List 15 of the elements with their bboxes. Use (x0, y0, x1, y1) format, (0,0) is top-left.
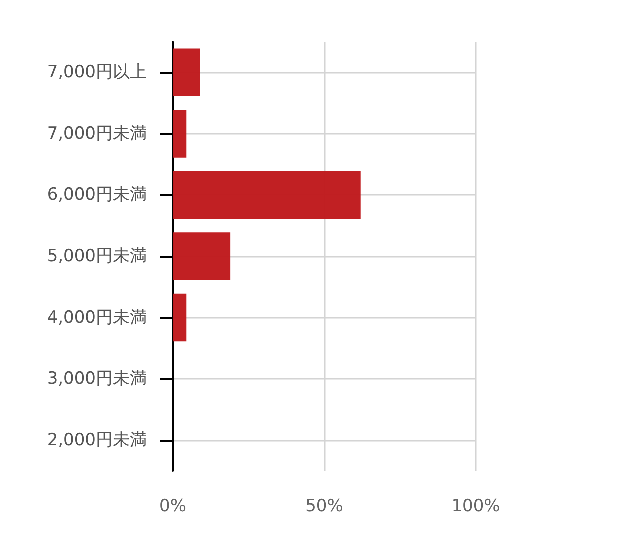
bar (173, 232, 231, 280)
y-tick-label: 7,000円以上 (47, 62, 147, 83)
y-tick-label: 7,000円未満 (47, 124, 147, 144)
bar (173, 171, 361, 220)
bar (173, 110, 187, 158)
y-tick-label: 2,000円未満 (47, 430, 147, 450)
bar (173, 294, 187, 342)
y-tick-label: 5,000円未満 (47, 246, 147, 266)
y-tick-label: 4,000円未満 (47, 308, 147, 328)
x-tick-label: 50% (306, 496, 344, 516)
x-tick-label: 0% (160, 496, 186, 516)
x-tick-label: 100% (452, 496, 500, 516)
y-tick-label: 3,000円未満 (47, 369, 147, 390)
y-tick-label: 6,000円未満 (47, 185, 147, 206)
bar (173, 48, 200, 97)
